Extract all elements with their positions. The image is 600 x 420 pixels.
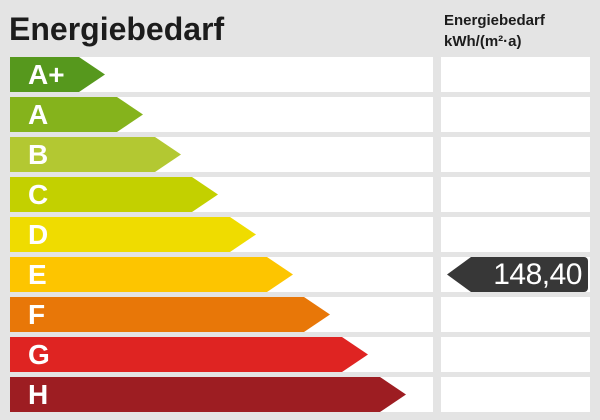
scale-row: D xyxy=(10,217,433,252)
scale-row: B xyxy=(10,137,433,172)
value-box xyxy=(441,337,590,372)
unit-header: Energiebedarf kWh/(m²·a) xyxy=(444,10,545,52)
class-arrow-f: F xyxy=(10,297,330,332)
class-label: A+ xyxy=(28,59,65,90)
scale-row: H xyxy=(10,377,433,412)
unit-header-line1: Energiebedarf xyxy=(444,12,545,29)
scale-row: E xyxy=(10,257,433,292)
class-arrow-e: E xyxy=(10,257,293,292)
scale-row: A+ xyxy=(10,57,433,92)
value-box xyxy=(441,217,590,252)
scale-row: C xyxy=(10,177,433,212)
class-arrow-a+: A+ xyxy=(10,57,105,92)
class-arrow-d: D xyxy=(10,217,256,252)
efficiency-scale: A+ A B C D E F G H xyxy=(10,57,433,417)
value-text: 148,40 xyxy=(493,258,582,291)
class-label: F xyxy=(28,299,46,330)
value-box xyxy=(441,177,590,212)
value-column: 148,40 xyxy=(441,57,590,417)
class-label: E xyxy=(28,259,47,290)
class-label: H xyxy=(28,379,49,410)
page-title: Energiebedarf xyxy=(9,11,225,47)
class-label: G xyxy=(28,339,50,370)
class-arrow-c: C xyxy=(10,177,218,212)
value-box xyxy=(441,377,590,412)
class-label: B xyxy=(28,139,49,170)
class-label: C xyxy=(28,179,49,210)
value-tag: 148,40 xyxy=(447,257,588,292)
value-box: 148,40 xyxy=(441,257,590,292)
scale-row: F xyxy=(10,297,433,332)
class-label: A xyxy=(28,99,49,130)
class-arrow-a: A xyxy=(10,97,143,132)
value-box xyxy=(441,97,590,132)
class-arrow-h: H xyxy=(10,377,406,412)
class-arrow-g: G xyxy=(10,337,368,372)
scale-row: A xyxy=(10,97,433,132)
value-box xyxy=(441,57,590,92)
class-arrow-b: B xyxy=(10,137,181,172)
scale-row: G xyxy=(10,337,433,372)
value-box xyxy=(441,137,590,172)
value-box xyxy=(441,297,590,332)
class-label: D xyxy=(28,219,49,250)
unit-header-line2: kWh/(m²·a) xyxy=(444,33,522,50)
